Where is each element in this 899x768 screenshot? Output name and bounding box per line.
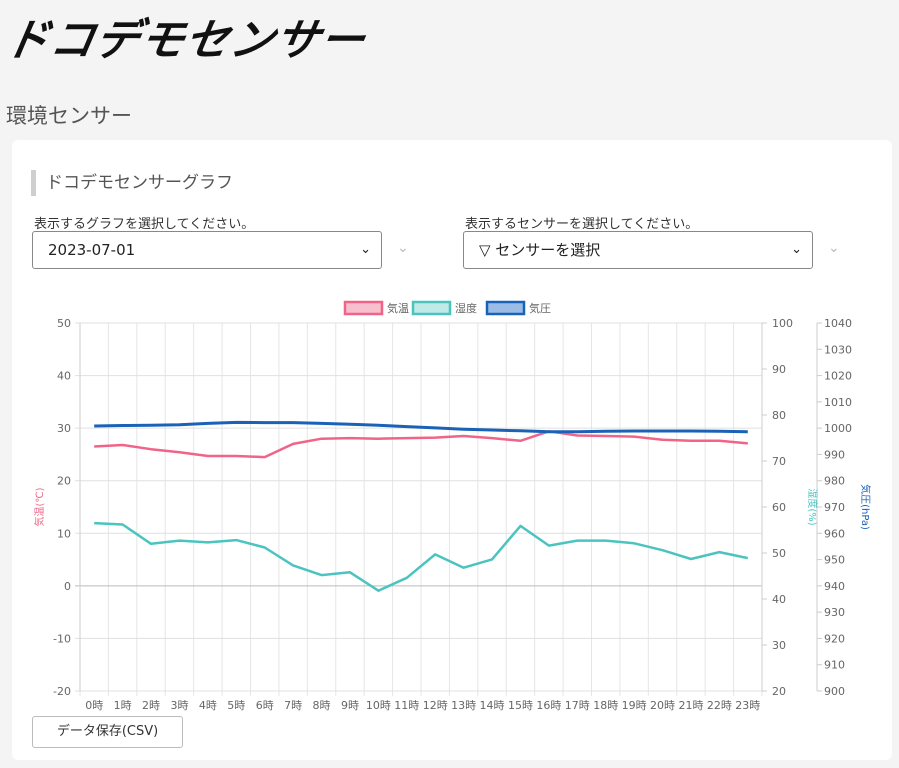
- y-tick-label-right1: 40: [772, 593, 786, 606]
- graph-date-value: 2023-07-01: [48, 241, 136, 259]
- y-tick-label-left: 50: [57, 317, 71, 330]
- y-tick-label-right2: 970: [824, 501, 845, 514]
- sensor-select-value: ▽ センサーを選択: [479, 241, 601, 259]
- y-tick-label-right2: 1040: [824, 317, 852, 330]
- chevron-down-icon: ⌄: [397, 240, 409, 256]
- series-line-temperature: [94, 430, 748, 459]
- y-tick-label-right2: 990: [824, 448, 845, 461]
- chevron-down-icon: ⌄: [360, 242, 371, 257]
- x-tick-label: 2時: [142, 699, 160, 712]
- legend-label-temperature: 気温: [387, 301, 409, 315]
- x-tick-label: 3時: [170, 699, 188, 712]
- x-tick-label: 21時: [678, 699, 703, 712]
- y-tick-label-left: -20: [53, 685, 71, 698]
- x-tick-label: 5時: [227, 699, 245, 712]
- y-tick-label-right2: 1000: [824, 422, 852, 435]
- x-tick-label: 16時: [536, 699, 561, 712]
- y-tick-label-right1: 80: [772, 409, 786, 422]
- y-tick-label-right1: 20: [772, 685, 786, 698]
- x-tick-label: 13時: [451, 699, 476, 712]
- y-tick-label-right1: 60: [772, 501, 786, 514]
- page-title: 環境センサー: [6, 104, 132, 128]
- y-tick-label-right2: 980: [824, 475, 845, 488]
- x-tick-label: 15時: [508, 699, 533, 712]
- x-tick-label: 1時: [114, 699, 132, 712]
- y-tick-label-right2: 930: [824, 606, 845, 619]
- y-tick-label-right1: 30: [772, 639, 786, 652]
- y-tick-label-right2: 1030: [824, 343, 852, 356]
- y-tick-label-right2: 920: [824, 632, 845, 645]
- x-tick-label: 0時: [85, 699, 103, 712]
- sensor-select-label: 表示するセンサーを選択してください。: [465, 217, 699, 232]
- sensor-select[interactable]: ▽ センサーを選択 ⌄: [463, 231, 813, 269]
- y-tick-label-right2: 940: [824, 580, 845, 593]
- x-tick-label: 22時: [707, 699, 732, 712]
- y-tick-label-right2: 910: [824, 659, 845, 672]
- y-tick-label-right2: 960: [824, 527, 845, 540]
- series-line-pressure: [94, 420, 748, 434]
- y-tick-label-right2: 1010: [824, 396, 852, 409]
- graph-card: ドコデモセンサーグラフ 表示するグラフを選択してください。 2023-07-01…: [12, 140, 892, 760]
- y-tick-label-right2: 900: [824, 685, 845, 698]
- x-tick-label: 20時: [650, 699, 675, 712]
- x-tick-label: 14時: [480, 699, 505, 712]
- x-tick-label: 23時: [735, 699, 760, 712]
- y-tick-label-right2: 950: [824, 554, 845, 567]
- graph-date-select[interactable]: 2023-07-01 ⌄: [32, 231, 382, 269]
- x-tick-label: 18時: [593, 699, 618, 712]
- x-tick-label: 9時: [341, 699, 359, 712]
- section-title: ドコデモセンサーグラフ: [31, 170, 233, 196]
- x-tick-label: 4時: [199, 699, 217, 712]
- x-tick-label: 12時: [423, 699, 448, 712]
- y-tick-label-right1: 100: [772, 317, 793, 330]
- y-tick-label-left: -10: [53, 632, 71, 645]
- csv-download-button[interactable]: データ保存(CSV): [32, 716, 183, 748]
- y-tick-label-left: 20: [57, 475, 71, 488]
- x-tick-label: 10時: [366, 699, 391, 712]
- x-tick-label: 7時: [284, 699, 302, 712]
- legend-label-humidity: 湿度: [455, 301, 477, 315]
- legend-swatch-temperature: [343, 300, 384, 316]
- legend-label-pressure: 気圧: [529, 301, 551, 315]
- y-tick-label-left: 40: [57, 370, 71, 383]
- x-tick-label: 6時: [256, 699, 274, 712]
- y-tick-label-left: 10: [57, 527, 71, 540]
- legend-swatch-humidity: [411, 300, 452, 316]
- y-axis-title-left: 気温(℃): [33, 487, 46, 526]
- y-tick-label-right1: 70: [772, 455, 786, 468]
- x-tick-label: 19時: [622, 699, 647, 712]
- x-tick-label: 8時: [313, 699, 331, 712]
- chevron-down-icon: ⌄: [828, 240, 840, 256]
- series-line-humidity: [94, 521, 749, 592]
- x-tick-label: 11時: [394, 699, 419, 712]
- chevron-down-icon: ⌄: [791, 242, 802, 257]
- x-tick-label: 17時: [565, 699, 590, 712]
- y-tick-label-right2: 1020: [824, 370, 852, 383]
- y-axis-title-right1: 湿度(%): [806, 488, 819, 525]
- y-tick-label-right1: 50: [772, 547, 786, 560]
- y-axis-title-right2: 気圧(hPa): [859, 484, 872, 530]
- y-tick-label-right1: 90: [772, 363, 786, 376]
- graph-select-label: 表示するグラフを選択してください。: [34, 217, 255, 232]
- legend-swatch-pressure: [485, 300, 526, 316]
- y-tick-label-left: 30: [57, 422, 71, 435]
- y-tick-label-left: 0: [64, 580, 71, 593]
